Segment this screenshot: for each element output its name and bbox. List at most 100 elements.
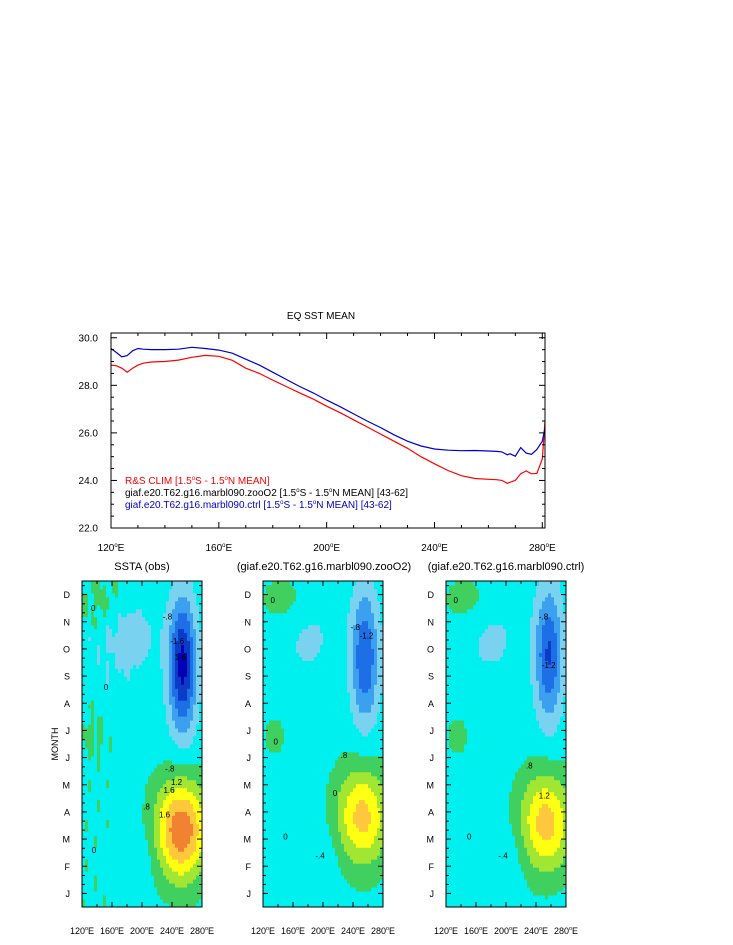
heatmap-cell <box>199 847 202 852</box>
heatmap-cell <box>142 632 146 638</box>
heatmap-cell <box>151 616 155 622</box>
heatmap-cell <box>103 747 107 753</box>
heatmap-cell <box>329 843 333 848</box>
heatmap-cell <box>190 803 194 809</box>
heatmap-cell <box>181 700 185 705</box>
heatmap-cell <box>184 596 188 602</box>
heatmap-cell <box>145 608 149 614</box>
heatmap-cell <box>311 807 315 812</box>
heatmap-cell <box>127 755 131 761</box>
heatmap-cell <box>169 692 173 697</box>
heatmap-cell <box>317 891 321 896</box>
heatmap-cell <box>305 879 309 884</box>
heatmap-cell <box>151 863 155 868</box>
heatmap-cell <box>199 596 202 602</box>
heatmap-cell <box>121 604 125 610</box>
heatmap-cell <box>344 851 348 856</box>
line-chart-y-axis: 22.024.026.028.030.0 <box>79 333 545 535</box>
heatmap-cell <box>341 867 345 872</box>
heatmap-cell <box>118 887 122 892</box>
heatmap-cell <box>344 883 348 888</box>
heatmap-cell <box>296 879 300 884</box>
heatmap-cell <box>115 592 119 598</box>
heatmap-cell <box>127 839 131 844</box>
heatmap-cell <box>196 604 200 610</box>
heatmap-cell <box>97 855 101 860</box>
heatmap-cell <box>266 895 270 900</box>
heatmap-cell <box>112 843 116 848</box>
heatmap-cell <box>169 875 173 880</box>
heatmap-cell <box>136 787 140 793</box>
heatmap-cell <box>175 648 179 653</box>
heatmap-cell <box>299 903 303 907</box>
heatmap-cell <box>317 883 321 888</box>
heatmap-cell <box>296 843 300 848</box>
heatmap-cell <box>290 863 294 868</box>
heatmap-cell <box>263 871 267 876</box>
heatmap-cell <box>136 740 140 745</box>
heatmap-cell <box>299 771 303 777</box>
heatmap-cell <box>109 819 113 824</box>
heatmap-cell <box>184 879 188 884</box>
heatmap-cell <box>91 763 95 769</box>
heatmap-cell <box>85 644 89 649</box>
heatmap-cell <box>341 871 345 876</box>
heatmap-cell <box>163 839 167 844</box>
heatmap-cell <box>118 771 122 777</box>
heatmap-cell <box>157 740 161 745</box>
heatmap-cell <box>133 676 137 681</box>
heatmap-cell <box>115 616 119 622</box>
heatmap-cell <box>97 771 101 777</box>
heatmap-cell <box>100 664 104 669</box>
heatmap-cell <box>166 823 170 828</box>
heatmap-cell <box>175 676 179 681</box>
heatmap-cell <box>118 628 122 634</box>
heatmap-cell <box>154 859 158 864</box>
heatmap-cell <box>193 676 197 681</box>
heatmap-cell <box>139 791 143 797</box>
heatmap-cell <box>178 672 182 677</box>
heatmap-cell <box>112 688 116 693</box>
heatmap-cell <box>127 871 131 876</box>
heatmap-cell <box>184 871 188 876</box>
heatmap-cell <box>344 835 348 840</box>
heatmap-cell <box>196 799 200 805</box>
heatmap-cell <box>308 755 312 761</box>
heatmap-cell <box>109 664 113 669</box>
heatmap-cell <box>181 767 185 773</box>
heatmap-cell <box>326 767 330 773</box>
heatmap-cell <box>154 636 158 642</box>
heatmap-cell <box>293 811 297 816</box>
heatmap-cell <box>82 708 86 713</box>
heatmap-cell <box>106 668 110 673</box>
heatmap-cell <box>118 763 122 769</box>
heatmap-cell <box>97 636 101 642</box>
heatmap-cell <box>190 652 194 657</box>
heatmap-cell <box>269 891 273 896</box>
heatmap-cell <box>187 648 191 653</box>
heatmap-cell <box>308 779 312 785</box>
heatmap-cell <box>100 887 104 892</box>
heatmap-cell <box>299 803 303 809</box>
heatmap-cell <box>281 799 285 805</box>
heatmap-cell <box>338 791 342 797</box>
heatmap-cell <box>272 863 276 868</box>
heatmap-cell <box>368 823 372 828</box>
heatmap-cell <box>293 775 297 781</box>
heatmap-cell <box>130 700 134 705</box>
line-chart-frame <box>110 332 546 529</box>
heatmap-cell <box>178 875 182 880</box>
heatmap-cell <box>199 616 202 622</box>
heatmap-cell <box>172 596 176 602</box>
heatmap-cell <box>374 827 378 832</box>
heatmap-cell <box>196 664 200 669</box>
heatmap-cell <box>175 775 179 781</box>
heatmap-cell <box>199 871 202 876</box>
heatmap-cell <box>290 803 294 809</box>
heatmap-cell <box>278 835 282 840</box>
heatmap-cell <box>109 720 113 725</box>
heatmap-cell <box>139 799 143 805</box>
heatmap-cell <box>85 612 89 618</box>
heatmap-cell <box>341 859 345 864</box>
